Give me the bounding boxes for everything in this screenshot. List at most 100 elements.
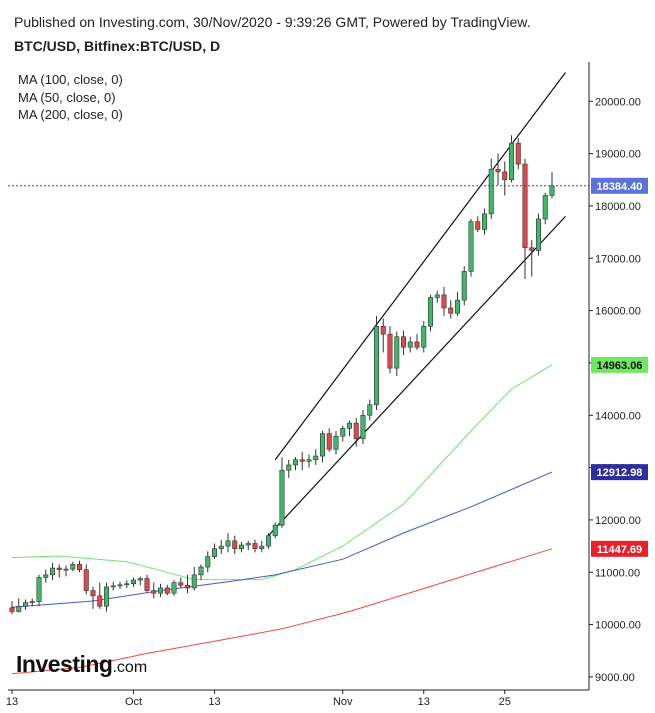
candle-body xyxy=(178,582,184,586)
candle-body xyxy=(63,568,69,571)
candle xyxy=(333,430,339,455)
candle xyxy=(461,266,467,306)
candle xyxy=(171,580,177,596)
ma-line-2 xyxy=(11,548,553,675)
candle-body xyxy=(414,341,420,348)
candle xyxy=(427,294,433,332)
candle-body xyxy=(319,433,325,457)
x-tick-label: 13 xyxy=(208,696,220,708)
candle xyxy=(164,584,170,596)
candle xyxy=(515,137,521,170)
candle-body xyxy=(461,271,467,301)
candle-body xyxy=(9,607,15,612)
candle-body xyxy=(360,414,366,440)
candle-body xyxy=(549,185,555,196)
candle-body xyxy=(137,578,143,581)
candle xyxy=(434,290,440,303)
candle-body xyxy=(22,602,28,607)
candle xyxy=(77,560,83,573)
candle-body xyxy=(394,336,400,369)
candle xyxy=(225,533,231,553)
candle xyxy=(36,574,42,607)
candle-body xyxy=(326,433,332,450)
candle-body xyxy=(427,297,433,327)
symbol-title: BTC/USD, Bitfinex:BTC/USD, D xyxy=(14,38,221,54)
legend-ma50[interactable]: MA (50, close, 0) xyxy=(18,90,116,105)
candle xyxy=(22,599,28,610)
candle-body xyxy=(252,543,258,549)
candle xyxy=(191,567,197,591)
candle xyxy=(16,598,22,613)
price-tag-box xyxy=(591,540,648,557)
candle-body xyxy=(218,545,224,550)
channel-trendlines xyxy=(268,72,566,537)
candle-body xyxy=(185,585,191,589)
legend-ma100[interactable]: MA (100, close, 0) xyxy=(18,72,123,87)
candle xyxy=(475,216,481,233)
candle-body xyxy=(306,459,312,462)
x-tick-label: 13 xyxy=(418,696,430,708)
candle xyxy=(360,410,366,445)
candle xyxy=(535,213,541,256)
y-tick-label: 10000.00 xyxy=(595,620,641,632)
x-tick-label: Nov xyxy=(333,696,353,708)
candle-body xyxy=(286,464,292,471)
candle-body xyxy=(340,428,346,437)
candle xyxy=(495,153,501,185)
price-tag-ma50: 14963.06 xyxy=(591,356,648,373)
y-tick-label: 16000.00 xyxy=(595,306,641,318)
candle xyxy=(239,541,245,553)
candle-body xyxy=(475,221,481,230)
investing-logo: Investing.com xyxy=(16,651,147,678)
candle xyxy=(137,576,143,586)
candle xyxy=(265,533,271,549)
candle-body xyxy=(292,459,298,466)
candle-body xyxy=(535,218,541,251)
candle xyxy=(43,569,49,583)
candle xyxy=(49,562,55,581)
logo-text: Investing xyxy=(16,651,113,677)
candle-body xyxy=(434,294,440,298)
published-header: Published on Investing.com, 30/Nov/2020 … xyxy=(14,14,531,30)
candle-body xyxy=(279,469,285,526)
candle-body xyxy=(225,540,231,547)
candle xyxy=(272,522,278,539)
candle-body xyxy=(468,221,474,272)
x-tick-label: 13 xyxy=(6,696,18,708)
candle xyxy=(83,564,89,595)
candle-body xyxy=(272,524,278,536)
candle xyxy=(542,192,548,225)
candle xyxy=(367,399,373,421)
candle xyxy=(502,161,508,196)
candle-body xyxy=(97,595,103,607)
candle xyxy=(394,331,400,376)
price-tags: 18384.40 14963.06 12912.98 11447.69 xyxy=(591,177,648,557)
candle xyxy=(346,420,352,437)
price-tag-box xyxy=(591,356,648,373)
y-tick-label: 17000.00 xyxy=(595,253,641,265)
candle xyxy=(380,318,386,353)
candle-body xyxy=(151,590,157,594)
candle-body xyxy=(56,567,62,570)
candle xyxy=(205,551,211,573)
y-tick-label: 11000.00 xyxy=(595,567,640,579)
candle-body xyxy=(171,582,177,594)
candle-body xyxy=(380,325,386,335)
candle-body xyxy=(299,459,305,462)
candle-body xyxy=(515,142,521,165)
price-tag-label: 12912.98 xyxy=(597,467,643,479)
candle xyxy=(151,582,157,599)
candle-body xyxy=(448,307,454,314)
legend-ma200[interactable]: MA (200, close, 0) xyxy=(18,107,123,122)
candle xyxy=(373,315,379,411)
candle xyxy=(144,574,150,594)
candle-body xyxy=(313,455,319,461)
candle-body xyxy=(265,535,271,547)
candle-body xyxy=(144,578,150,591)
candle xyxy=(124,580,130,588)
candle xyxy=(529,239,535,277)
candle xyxy=(158,583,164,597)
price-tag-last: 18384.40 xyxy=(591,177,648,194)
x-tick-label: Oct xyxy=(125,696,142,708)
